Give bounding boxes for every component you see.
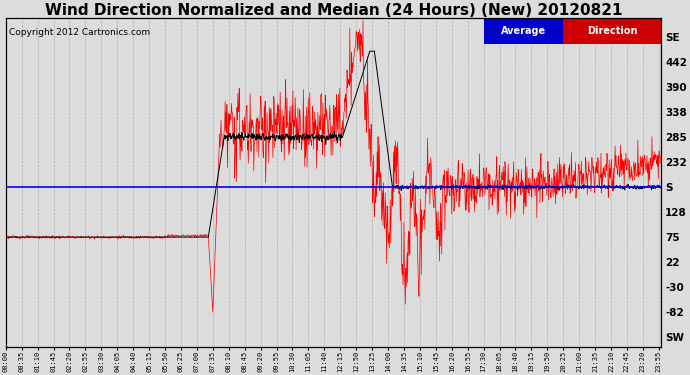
Text: Copyright 2012 Cartronics.com: Copyright 2012 Cartronics.com [9, 28, 150, 37]
Text: Direction: Direction [586, 26, 637, 36]
FancyBboxPatch shape [484, 18, 563, 44]
Text: Average: Average [501, 26, 546, 36]
Title: Wind Direction Normalized and Median (24 Hours) (New) 20120821: Wind Direction Normalized and Median (24… [45, 3, 622, 18]
FancyBboxPatch shape [563, 18, 661, 44]
